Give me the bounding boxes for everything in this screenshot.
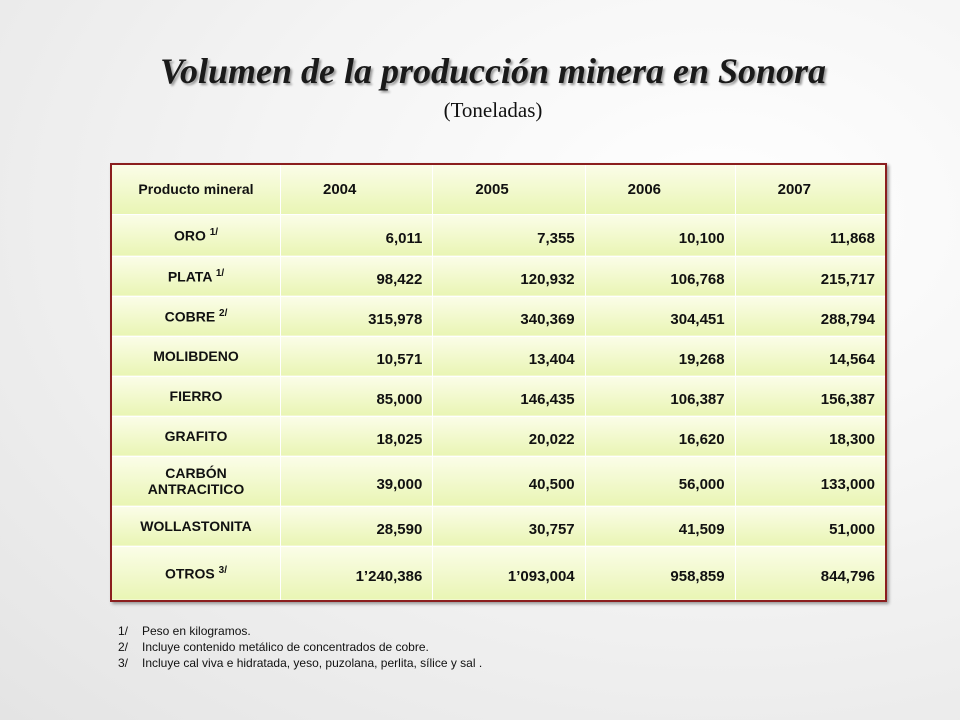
subtitle: (Toneladas) [443, 98, 543, 122]
column-header: 2006 [584, 163, 736, 215]
column-header: 2007 [734, 163, 887, 215]
product-name: COBRE [164, 308, 216, 325]
value-cell: 958,859 [584, 545, 736, 602]
value-cell: 39,000 [279, 455, 434, 507]
value-cell: 56,000 [584, 455, 736, 507]
product-cell: OTROS 3/ [110, 545, 281, 602]
row: ORO 1/6,011 7,355 10,100 11,868 [110, 213, 887, 257]
product-cell: ORO 1/ [110, 213, 281, 257]
row: MOLIBDENO 10,571 13,404 19,268 14,564 [110, 335, 887, 377]
footnote-text: Peso en kilogramos. [142, 624, 251, 638]
value-cell: 7,355 [432, 213, 586, 257]
table: Producto mineral 2004 2005 2006 2007 ORO 1/6,… [110, 163, 887, 602]
footnote: 2/Incluye contenido metálico de concentr… [118, 639, 482, 655]
note-mark: 3/ [218, 564, 227, 576]
row: FIERRO 85,000 146,435 106,387 156,387 [110, 375, 887, 417]
note-mark: 1/ [209, 226, 219, 238]
footnote-text: Incluye cal viva e hidratada, yeso, puzo… [142, 656, 483, 670]
value-cell: 120,932 [432, 255, 586, 297]
value-cell: 14,564 [734, 335, 887, 377]
value-cell: 133,000 [734, 455, 887, 507]
footnote: 3/Incluye cal viva e hidratada, yeso, pu… [118, 655, 482, 671]
product-cell: MOLIBDENO [110, 335, 281, 377]
product-name: GRAFITO [164, 428, 228, 444]
value-cell: 10,571 [279, 335, 434, 377]
note-mark: 2/ [219, 307, 228, 319]
footnote: 1/Peso en kilogramos. [118, 623, 482, 639]
row: COBRE 2/315,978 340,369 304,451 288,794 [110, 295, 887, 337]
value-cell: 16,620 [584, 415, 736, 457]
value-cell: 215,717 [734, 255, 887, 297]
product-cell: COBRE 2/ [110, 295, 281, 337]
value-cell: 19,268 [584, 335, 736, 377]
footnotes: 1/Peso en kilogramos. 2/Incluye contenido… [118, 623, 482, 671]
footnote-text: Incluye contenido metálico de concentrad… [142, 640, 429, 654]
row: PLATA 1/98,422 120,932 106,768 215,717 [110, 255, 887, 297]
value-cell: 51,000 [734, 505, 887, 547]
value-cell: 1’240,386 [279, 545, 434, 602]
value-cell: 146,435 [432, 375, 586, 417]
row: CARBÓN ANTRACITICO 39,000 40,500 56,000 133,… [110, 455, 887, 507]
value-cell: 98,422 [279, 255, 434, 297]
value-cell: 304,451 [584, 295, 736, 337]
value-cell: 6,011 [279, 213, 434, 257]
product-name: CARBÓN ANTRACITICO [147, 465, 245, 497]
product-name: MOLIBDENO [153, 348, 239, 364]
value-cell: 41,509 [584, 505, 736, 547]
value-cell: 10,100 [584, 213, 736, 257]
product-cell: CARBÓN ANTRACITICO [110, 455, 281, 507]
value-cell: 106,387 [584, 375, 736, 417]
product-name: WOLLASTONITA [140, 518, 252, 534]
footnote-mark: 3/ [118, 656, 129, 670]
title: Volumen de la producción minera en Sonor… [159, 51, 827, 91]
footnote-mark: 2/ [118, 640, 129, 654]
product-name: PLATA [167, 268, 212, 285]
product-cell: GRAFITO [110, 415, 281, 457]
value-cell: 315,978 [279, 295, 434, 337]
value-cell: 340,369 [432, 295, 586, 337]
value-cell: 18,300 [734, 415, 887, 457]
value-cell: 156,387 [734, 375, 887, 417]
value-cell: 18,025 [279, 415, 434, 457]
product-name: ORO [173, 227, 206, 244]
footnote-mark: 1/ [118, 624, 129, 638]
value-cell: 85,000 [279, 375, 434, 417]
value-cell: 11,868 [734, 213, 887, 257]
product-cell: WOLLASTONITA [110, 505, 281, 547]
column-header: Producto mineral [110, 163, 281, 215]
column-header: 2005 [432, 163, 586, 215]
value-cell: 20,022 [432, 415, 586, 457]
note-mark: 1/ [215, 267, 225, 279]
row: GRAFITO 18,025 20,022 16,620 18,300 [110, 415, 887, 457]
value-cell: 106,768 [584, 255, 736, 297]
product-cell: FIERRO [110, 375, 281, 417]
value-cell: 28,590 [279, 505, 434, 547]
value-cell: 30,757 [432, 505, 586, 547]
product-cell: PLATA 1/ [110, 255, 281, 297]
value-cell: 40,500 [432, 455, 586, 507]
header-row: Producto mineral 2004 2005 2006 2007 [110, 163, 887, 215]
row: WOLLASTONITA 28,590 30,757 41,509 51,000 [110, 505, 887, 547]
product-name: OTROS [164, 565, 215, 582]
column-header: 2004 [279, 163, 434, 215]
value-cell: 288,794 [734, 295, 887, 337]
value-cell: 1’093,004 [432, 545, 586, 602]
row: OTROS 3/1’240,386 1’093,004 958,859 844,796 [110, 545, 887, 602]
product-name: FIERRO [169, 388, 223, 404]
value-cell: 13,404 [432, 335, 586, 377]
value-cell: 844,796 [734, 545, 887, 602]
